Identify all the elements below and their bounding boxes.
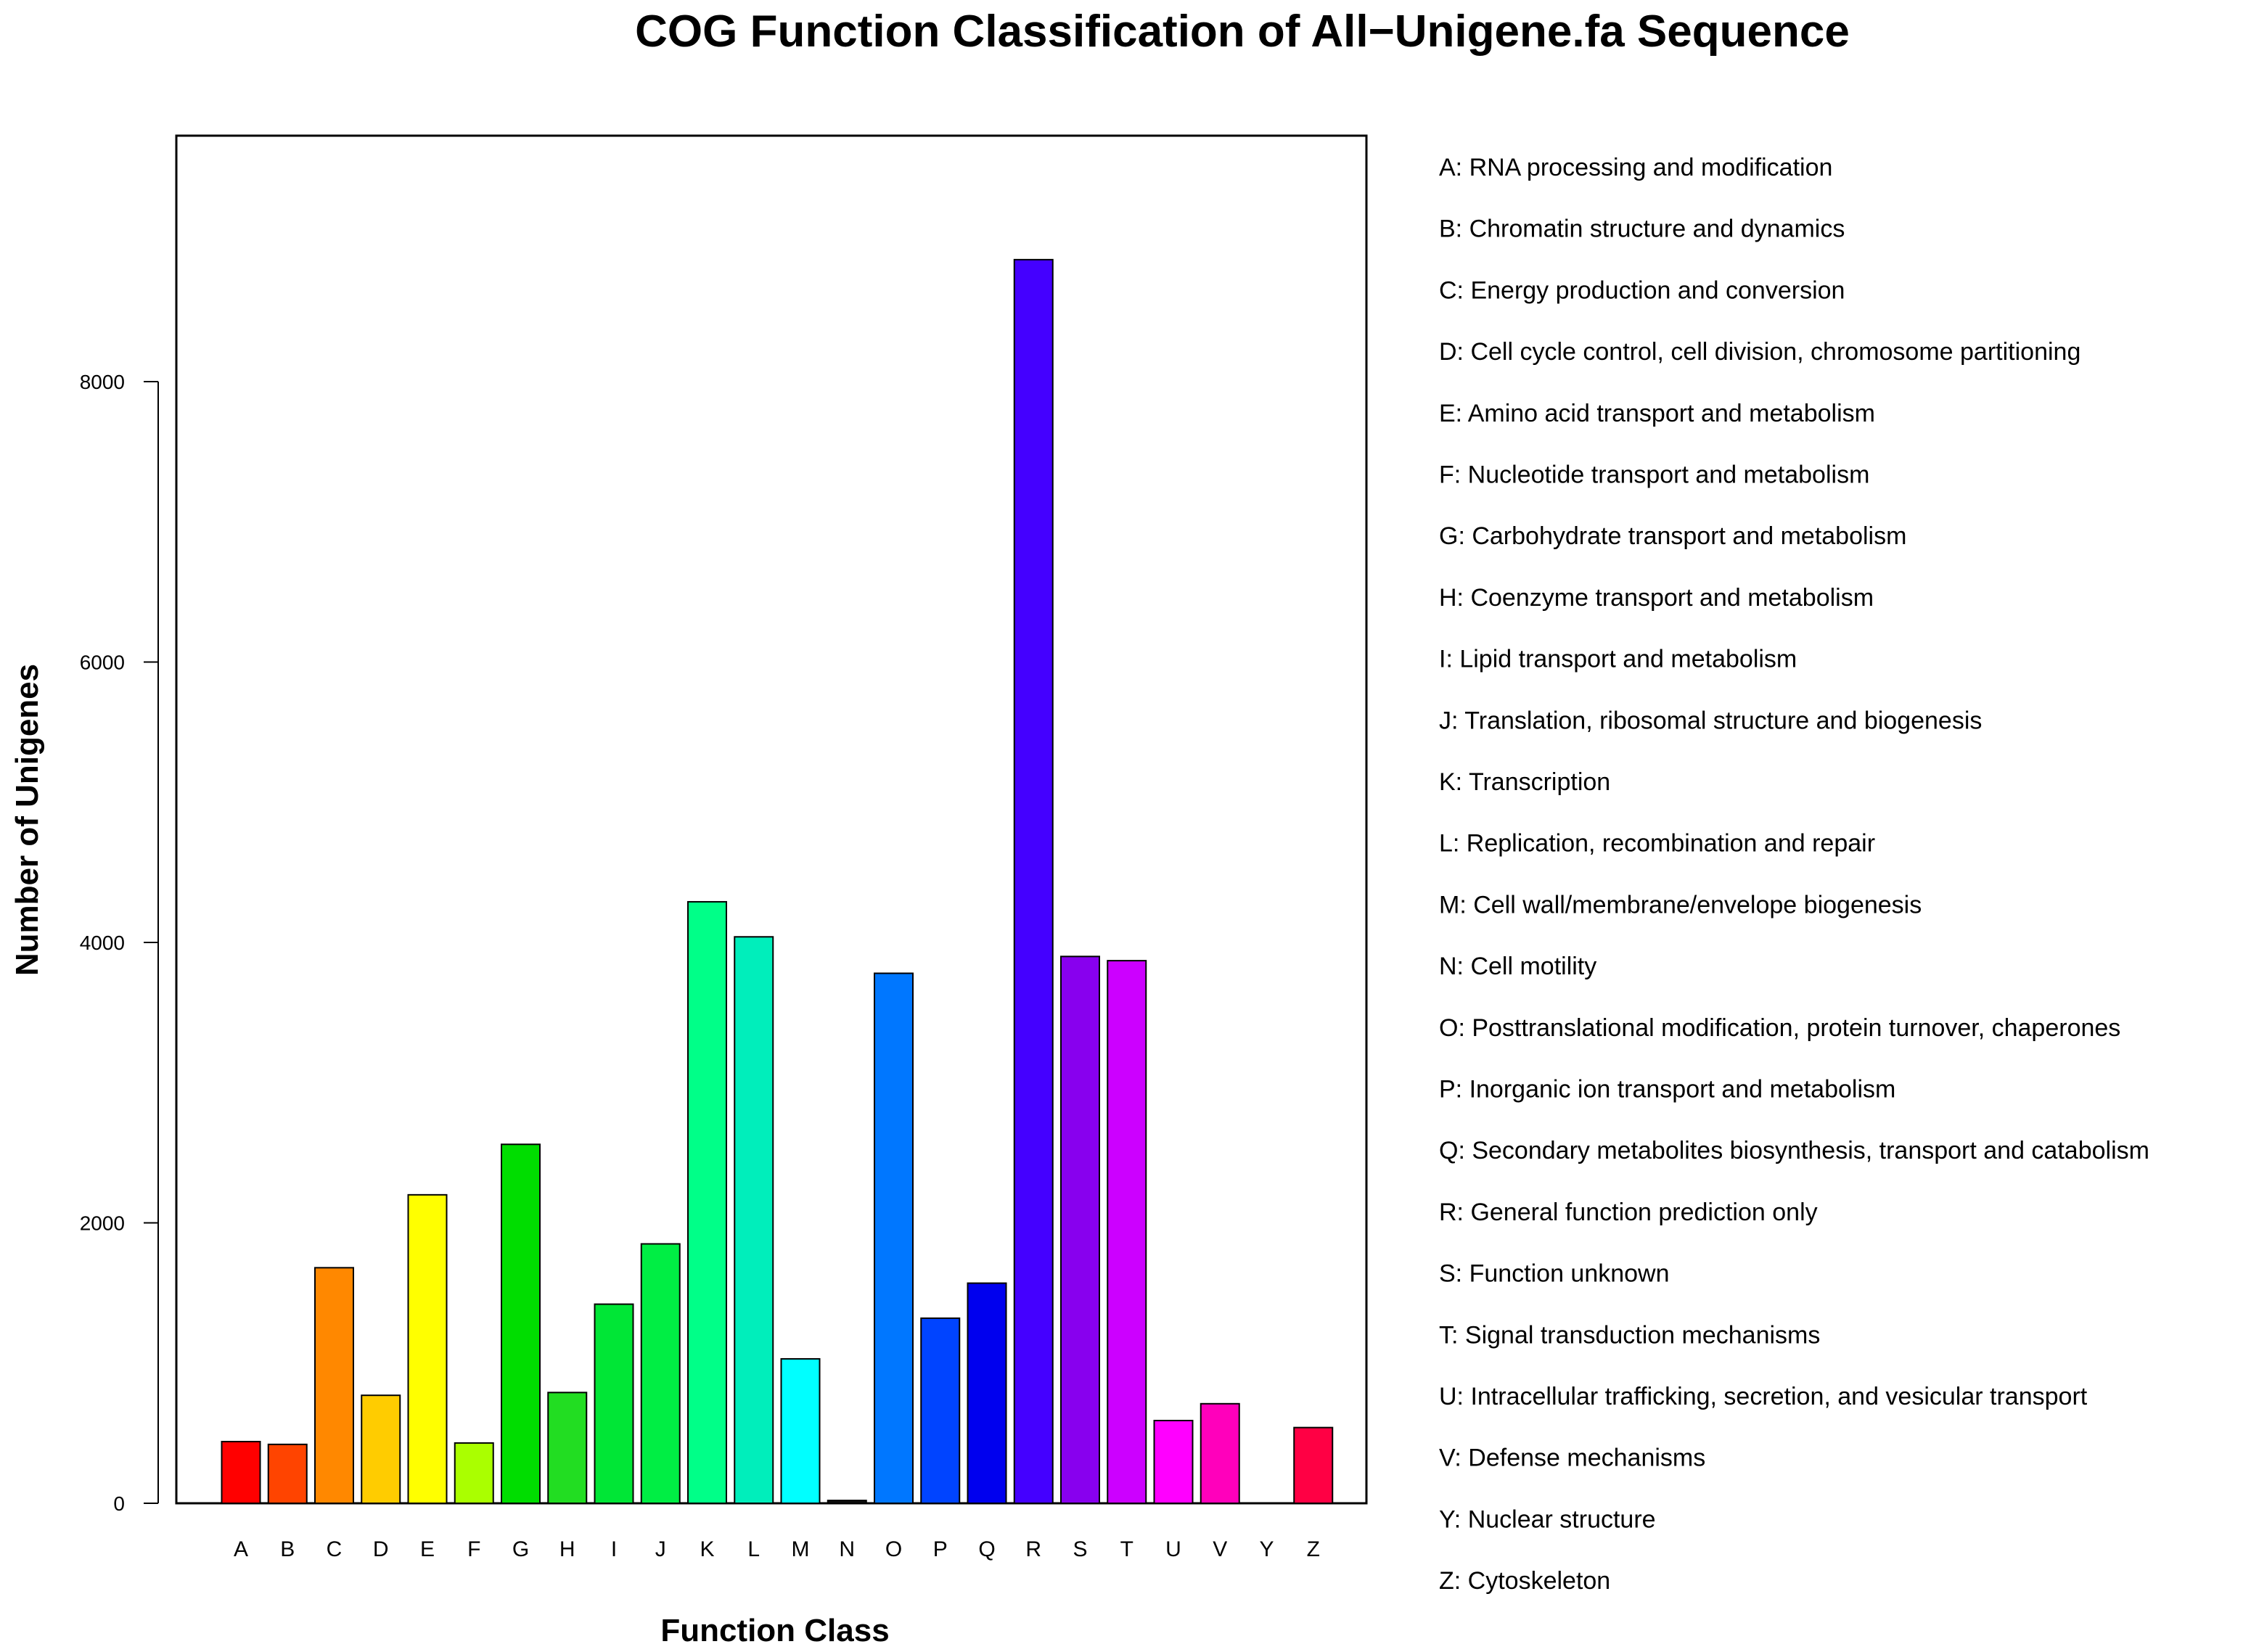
legend: A: RNA processing and modification B: Chr… xyxy=(1439,154,2149,1595)
x-tick-label-D: D xyxy=(373,1537,389,1561)
bar-S xyxy=(1060,956,1100,1504)
x-tick-label-Q: Q xyxy=(978,1537,995,1561)
bar-F xyxy=(454,1442,494,1504)
chart-title: COG Function Classification of All−Unige… xyxy=(635,7,1850,57)
legend-item: Q: Secondary metabolites biosynthesis, t… xyxy=(1439,1137,2149,1164)
legend-item: J: Translation, ribosomal structure and … xyxy=(1439,707,1982,734)
legend-item: S: Function unknown xyxy=(1439,1260,1670,1288)
bar-O xyxy=(874,972,914,1504)
x-tick-label-N: N xyxy=(839,1537,855,1561)
bar-I xyxy=(594,1303,634,1504)
x-tick-label-G: G xyxy=(512,1537,529,1561)
x-tick-label-U: U xyxy=(1165,1537,1181,1561)
y-tick-label: 6000 xyxy=(80,652,125,674)
legend-item: C: Energy production and conversion xyxy=(1439,276,1845,304)
x-tick-label-Z: Z xyxy=(1307,1537,1320,1561)
x-tick-label-O: O xyxy=(885,1537,902,1561)
bar-E xyxy=(407,1193,448,1504)
bar-R xyxy=(1013,258,1054,1504)
x-tick-label-K: K xyxy=(700,1537,714,1561)
bar-U xyxy=(1153,1419,1194,1505)
x-tick-label-L: L xyxy=(747,1537,760,1561)
bar-N xyxy=(827,1500,867,1505)
legend-item: R: General function prediction only xyxy=(1439,1199,1818,1226)
y-ticks: 0 2000 4000 6000 8000 xyxy=(80,371,158,1515)
y-tick-label: 2000 xyxy=(80,1212,125,1235)
bar-L xyxy=(734,936,774,1504)
bar-D xyxy=(361,1394,401,1505)
legend-item: I: Lipid transport and metabolism xyxy=(1439,646,1797,673)
bar-Z xyxy=(1293,1426,1334,1505)
bar-M xyxy=(780,1357,821,1505)
legend-item: V: Defense mechanisms xyxy=(1439,1445,1705,1472)
bar-Q xyxy=(967,1282,1007,1505)
x-tick-label-A: A xyxy=(234,1537,248,1561)
legend-item: N: Cell motility xyxy=(1439,953,1596,980)
x-tick-label-T: T xyxy=(1120,1537,1133,1561)
bar-H xyxy=(547,1392,588,1505)
legend-item: B: Chromatin structure and dynamics xyxy=(1439,215,1845,243)
legend-item: H: Coenzyme transport and metabolism xyxy=(1439,584,1874,612)
bar-T xyxy=(1107,960,1147,1505)
y-tick-label: 0 xyxy=(113,1492,125,1515)
x-tick-label-S: S xyxy=(1073,1537,1087,1561)
legend-item: T: Signal transduction mechanisms xyxy=(1439,1321,1820,1349)
bar-K xyxy=(687,900,727,1504)
legend-item: Y: Nuclear structure xyxy=(1439,1505,1656,1533)
y-tick-label: 4000 xyxy=(80,932,125,954)
legend-item: L: Replication, recombination and repair xyxy=(1439,830,1875,858)
bar-V xyxy=(1200,1402,1240,1504)
legend-item: D: Cell cycle control, cell division, ch… xyxy=(1439,338,2080,366)
x-tick-label-R: R xyxy=(1025,1537,1041,1561)
x-tick-label-E: E xyxy=(420,1537,435,1561)
bar-A xyxy=(221,1440,261,1504)
x-tick-label-V: V xyxy=(1213,1537,1227,1561)
y-tick-label: 8000 xyxy=(80,371,125,393)
x-tick-label-I: I xyxy=(611,1537,617,1561)
x-tick-label-M: M xyxy=(792,1537,810,1561)
x-tick-label-H: H xyxy=(559,1537,575,1561)
bar-P xyxy=(920,1317,961,1505)
x-tick-label-F: F xyxy=(467,1537,480,1561)
y-axis-title: Number of Unigenes xyxy=(9,664,45,976)
x-axis-title: Function Class xyxy=(660,1613,889,1648)
legend-item: P: Inorganic ion transport and metabolis… xyxy=(1439,1076,1895,1104)
bar-J xyxy=(640,1243,681,1505)
x-tick-label-C: C xyxy=(327,1537,343,1561)
legend-item: F: Nucleotide transport and metabolism xyxy=(1439,461,1869,489)
bars xyxy=(221,258,1334,1505)
legend-item: E: Amino acid transport and metabolism xyxy=(1439,400,1875,427)
legend-item: Z: Cytoskeleton xyxy=(1439,1567,1610,1595)
legend-item: M: Cell wall/membrane/envelope biogenesi… xyxy=(1439,891,1922,919)
legend-item: U: Intracellular trafficking, secretion,… xyxy=(1439,1383,2088,1410)
x-tick-label-P: P xyxy=(933,1537,948,1561)
x-tick-label-Y: Y xyxy=(1259,1537,1274,1561)
bar-C xyxy=(314,1267,354,1504)
legend-item: G: Carbohydrate transport and metabolism xyxy=(1439,522,1906,550)
legend-item: O: Posttranslational modification, prote… xyxy=(1439,1014,2120,1042)
x-tick-label-J: J xyxy=(655,1537,666,1561)
bar-B xyxy=(267,1443,308,1504)
legend-item: A: RNA processing and modification xyxy=(1439,154,1832,181)
legend-item: K: Transcription xyxy=(1439,768,1610,796)
x-tick-label-B: B xyxy=(280,1537,295,1561)
bar-G xyxy=(501,1143,541,1505)
